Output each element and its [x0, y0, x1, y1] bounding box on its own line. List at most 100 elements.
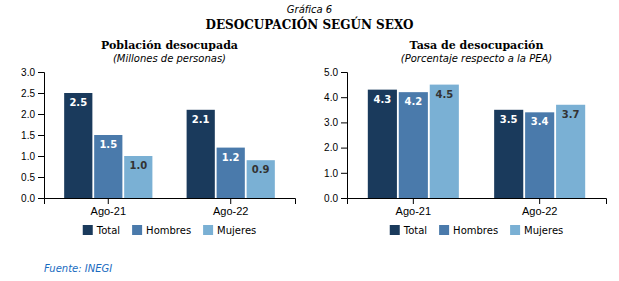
bars [368, 85, 585, 198]
data-label: 4.2 [404, 96, 422, 107]
y-tick-mark [341, 72, 347, 73]
y-tick-mark [38, 198, 44, 199]
x-tick: Ago-21 [91, 198, 126, 217]
data-label: 1.0 [129, 160, 147, 171]
data-label: 2.1 [192, 114, 210, 125]
y-tick-mark [38, 72, 44, 73]
x-axis: Ago-21 Ago-22 [45, 198, 296, 217]
x-tick: Ago-21 [396, 198, 431, 217]
y-tick-label: 4.0 [324, 92, 338, 103]
x-tick-mark [108, 198, 109, 204]
bar [64, 93, 92, 198]
y-tick-label: 1.5 [21, 130, 35, 141]
legend-label: Total [96, 225, 120, 236]
legend-item: Mujeres [203, 225, 256, 236]
bars [64, 93, 275, 198]
y-tick-label: 0.0 [21, 193, 35, 204]
legend-swatch [510, 225, 520, 235]
y-tick: 0.5 [21, 172, 44, 183]
x-tick-label: Ago-21 [396, 205, 431, 217]
chart-subtitle: (Porcentaje respecto a la PEA) [401, 53, 552, 64]
y-tick: 2.5 [21, 88, 44, 99]
legend-label: Hombres [146, 225, 191, 236]
x-tick: Ago-22 [522, 198, 557, 217]
y-tick: 1.0 [324, 168, 347, 179]
y-tick: 2.0 [324, 142, 347, 153]
bar [368, 90, 397, 198]
axis-domain [45, 199, 296, 205]
y-tick-label: 1.0 [21, 151, 35, 162]
axis-domain [341, 73, 348, 199]
y-tick-mark [38, 114, 44, 115]
bar [94, 135, 122, 198]
legend: Total Hombres Mujeres [83, 225, 257, 236]
y-tick-mark [341, 97, 347, 98]
y-tick-mark [341, 198, 347, 199]
data-label: 4.3 [374, 94, 392, 105]
bar [187, 110, 215, 198]
legend-item: Hombres [132, 225, 191, 236]
x-tick-mark [539, 198, 540, 204]
y-tick-label: 0.5 [21, 172, 35, 183]
data-labels: 2.5 2.1 1.5 1.2 1.0 0.9 [69, 97, 269, 175]
bar [247, 160, 275, 198]
panel: Población desocupada(Millones de persona… [21, 39, 295, 236]
data-label: 3.4 [531, 116, 549, 127]
bar [399, 92, 428, 198]
x-tick: Ago-22 [213, 198, 248, 217]
legend-item: Mujeres [510, 225, 563, 236]
y-tick-mark [341, 148, 347, 149]
y-tick-mark [341, 173, 347, 174]
bar [556, 105, 585, 198]
y-axis: 0.0 1.0 2.0 3.0 4.0 5.0 [324, 67, 347, 204]
legend-swatch [83, 225, 93, 235]
data-label: 0.9 [252, 164, 270, 175]
x-tick-mark [230, 198, 231, 204]
chart-title: Tasa de desocupación [410, 39, 544, 52]
legend-swatch [390, 225, 400, 235]
y-tick-label: 3.0 [324, 117, 338, 128]
legend-swatch [203, 225, 213, 235]
y-tick: 2.0 [21, 109, 44, 120]
data-label: 1.2 [222, 152, 240, 163]
annotation: Fuente: INEGI [44, 263, 112, 274]
y-tick-mark [38, 177, 44, 178]
legend-label: Mujeres [524, 225, 563, 236]
bar [525, 112, 554, 198]
x-tick-label: Ago-21 [91, 205, 126, 217]
y-tick: 3.0 [21, 67, 44, 78]
y-tick-label: 2.0 [21, 109, 35, 120]
chart-subtitle: (Millones de personas) [113, 53, 226, 64]
y-tick: 0.0 [324, 193, 347, 204]
y-tick: 5.0 [324, 67, 347, 78]
y-tick-mark [38, 93, 44, 94]
chart-title: Población desocupada [101, 39, 238, 52]
y-tick: 3.0 [324, 117, 347, 128]
legend-swatch [439, 225, 449, 235]
x-axis: Ago-21 Ago-22 [348, 198, 607, 217]
legend-label: Mujeres [217, 225, 256, 236]
x-tick-label: Ago-22 [213, 205, 248, 217]
legend-label: Total [403, 225, 427, 236]
y-tick-mark [341, 122, 347, 123]
bar [217, 148, 245, 198]
y-tick-label: 0.0 [324, 193, 338, 204]
y-tick: 1.0 [21, 151, 44, 162]
x-tick-mark [413, 198, 414, 204]
y-tick-mark [38, 135, 44, 136]
data-labels: 4.33.54.23.44.53.7 [374, 89, 580, 128]
data-label: 1.5 [99, 139, 117, 150]
figure-subtitle: DESOCUPACIÓN SEGÚN SEXO [206, 16, 414, 32]
y-tick-label: 1.0 [324, 168, 338, 179]
y-tick: 4.0 [324, 92, 347, 103]
y-tick-label: 5.0 [324, 67, 338, 78]
data-label: 3.5 [500, 114, 518, 125]
y-tick-label: 3.0 [21, 67, 35, 78]
legend-item: Total [83, 225, 120, 236]
bar [124, 156, 152, 198]
data-label: 3.7 [562, 109, 580, 120]
data-label: 2.5 [69, 97, 87, 108]
y-axis: 0.0 0.5 1.0 1.5 2.0 2.5 3.0 [21, 67, 44, 204]
bar [494, 110, 523, 198]
legend-label: Hombres [453, 225, 498, 236]
